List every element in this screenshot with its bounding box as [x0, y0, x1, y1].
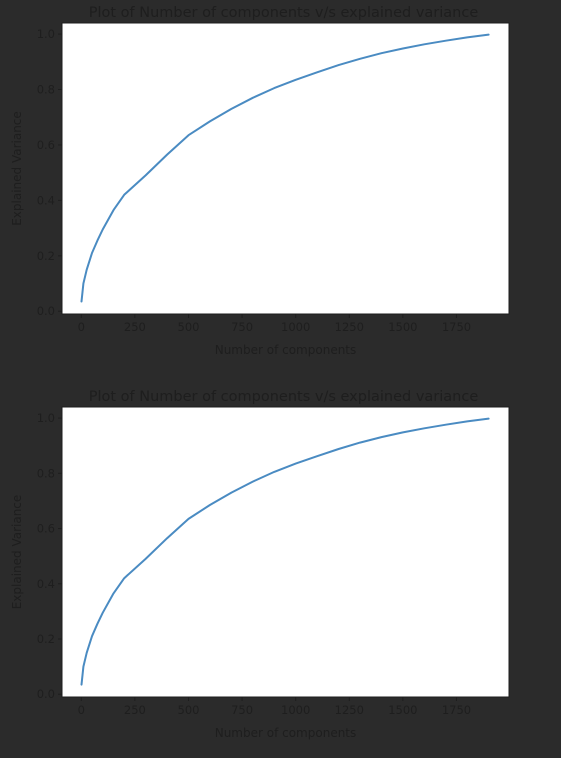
x-axis-label: Number of components [215, 726, 357, 740]
chart-title: Plot of Number of components v/s explain… [89, 5, 479, 21]
y-tick-label: 1.0 [37, 27, 55, 41]
x-tick-label: 1500 [388, 703, 417, 717]
y-tick-label: 0.6 [37, 138, 55, 152]
y-tick-label: 0.2 [37, 249, 55, 263]
y-tick-label: 1.0 [37, 411, 55, 425]
x-axis-label: Number of components [215, 343, 357, 357]
x-tick-label: 750 [231, 320, 253, 334]
x-tick-label: 0 [78, 703, 85, 717]
y-tick-label: 0.2 [37, 632, 55, 646]
y-tick-label: 0.8 [37, 466, 55, 480]
x-tick-label: 1000 [281, 703, 310, 717]
y-tick-label: 0.8 [37, 83, 55, 97]
x-tick-label: 1750 [442, 320, 471, 334]
plot-area [61, 22, 510, 315]
x-tick-label: 500 [178, 320, 200, 334]
x-tick-label: 750 [231, 703, 253, 717]
y-axis-label: Explained Variance [10, 495, 24, 610]
x-tick-label: 0 [78, 320, 85, 334]
chart-2: Plot of Number of components v/s explain… [10, 389, 510, 740]
x-tick-label: 1000 [281, 320, 310, 334]
series-line [80, 417, 490, 686]
x-tick-label: 1250 [335, 703, 364, 717]
plot-area [61, 406, 510, 698]
x-tick-label: 1250 [335, 320, 364, 334]
y-tick-label: 0.0 [37, 687, 55, 701]
y-axis-label: Explained Variance [10, 111, 24, 226]
y-tick-label: 0.4 [37, 193, 55, 207]
x-tick-label: 1500 [388, 320, 417, 334]
series-line [80, 33, 490, 303]
y-tick-label: 0.6 [37, 522, 55, 536]
x-tick-label: 250 [124, 320, 146, 334]
y-tick-label: 0.4 [37, 577, 55, 591]
chart-1: Plot of Number of components v/s explain… [10, 5, 510, 357]
x-tick-label: 500 [178, 703, 200, 717]
chart-title: Plot of Number of components v/s explain… [89, 389, 479, 405]
x-tick-label: 250 [124, 703, 146, 717]
y-tick-label: 0.0 [37, 304, 55, 318]
x-tick-label: 1750 [442, 703, 471, 717]
